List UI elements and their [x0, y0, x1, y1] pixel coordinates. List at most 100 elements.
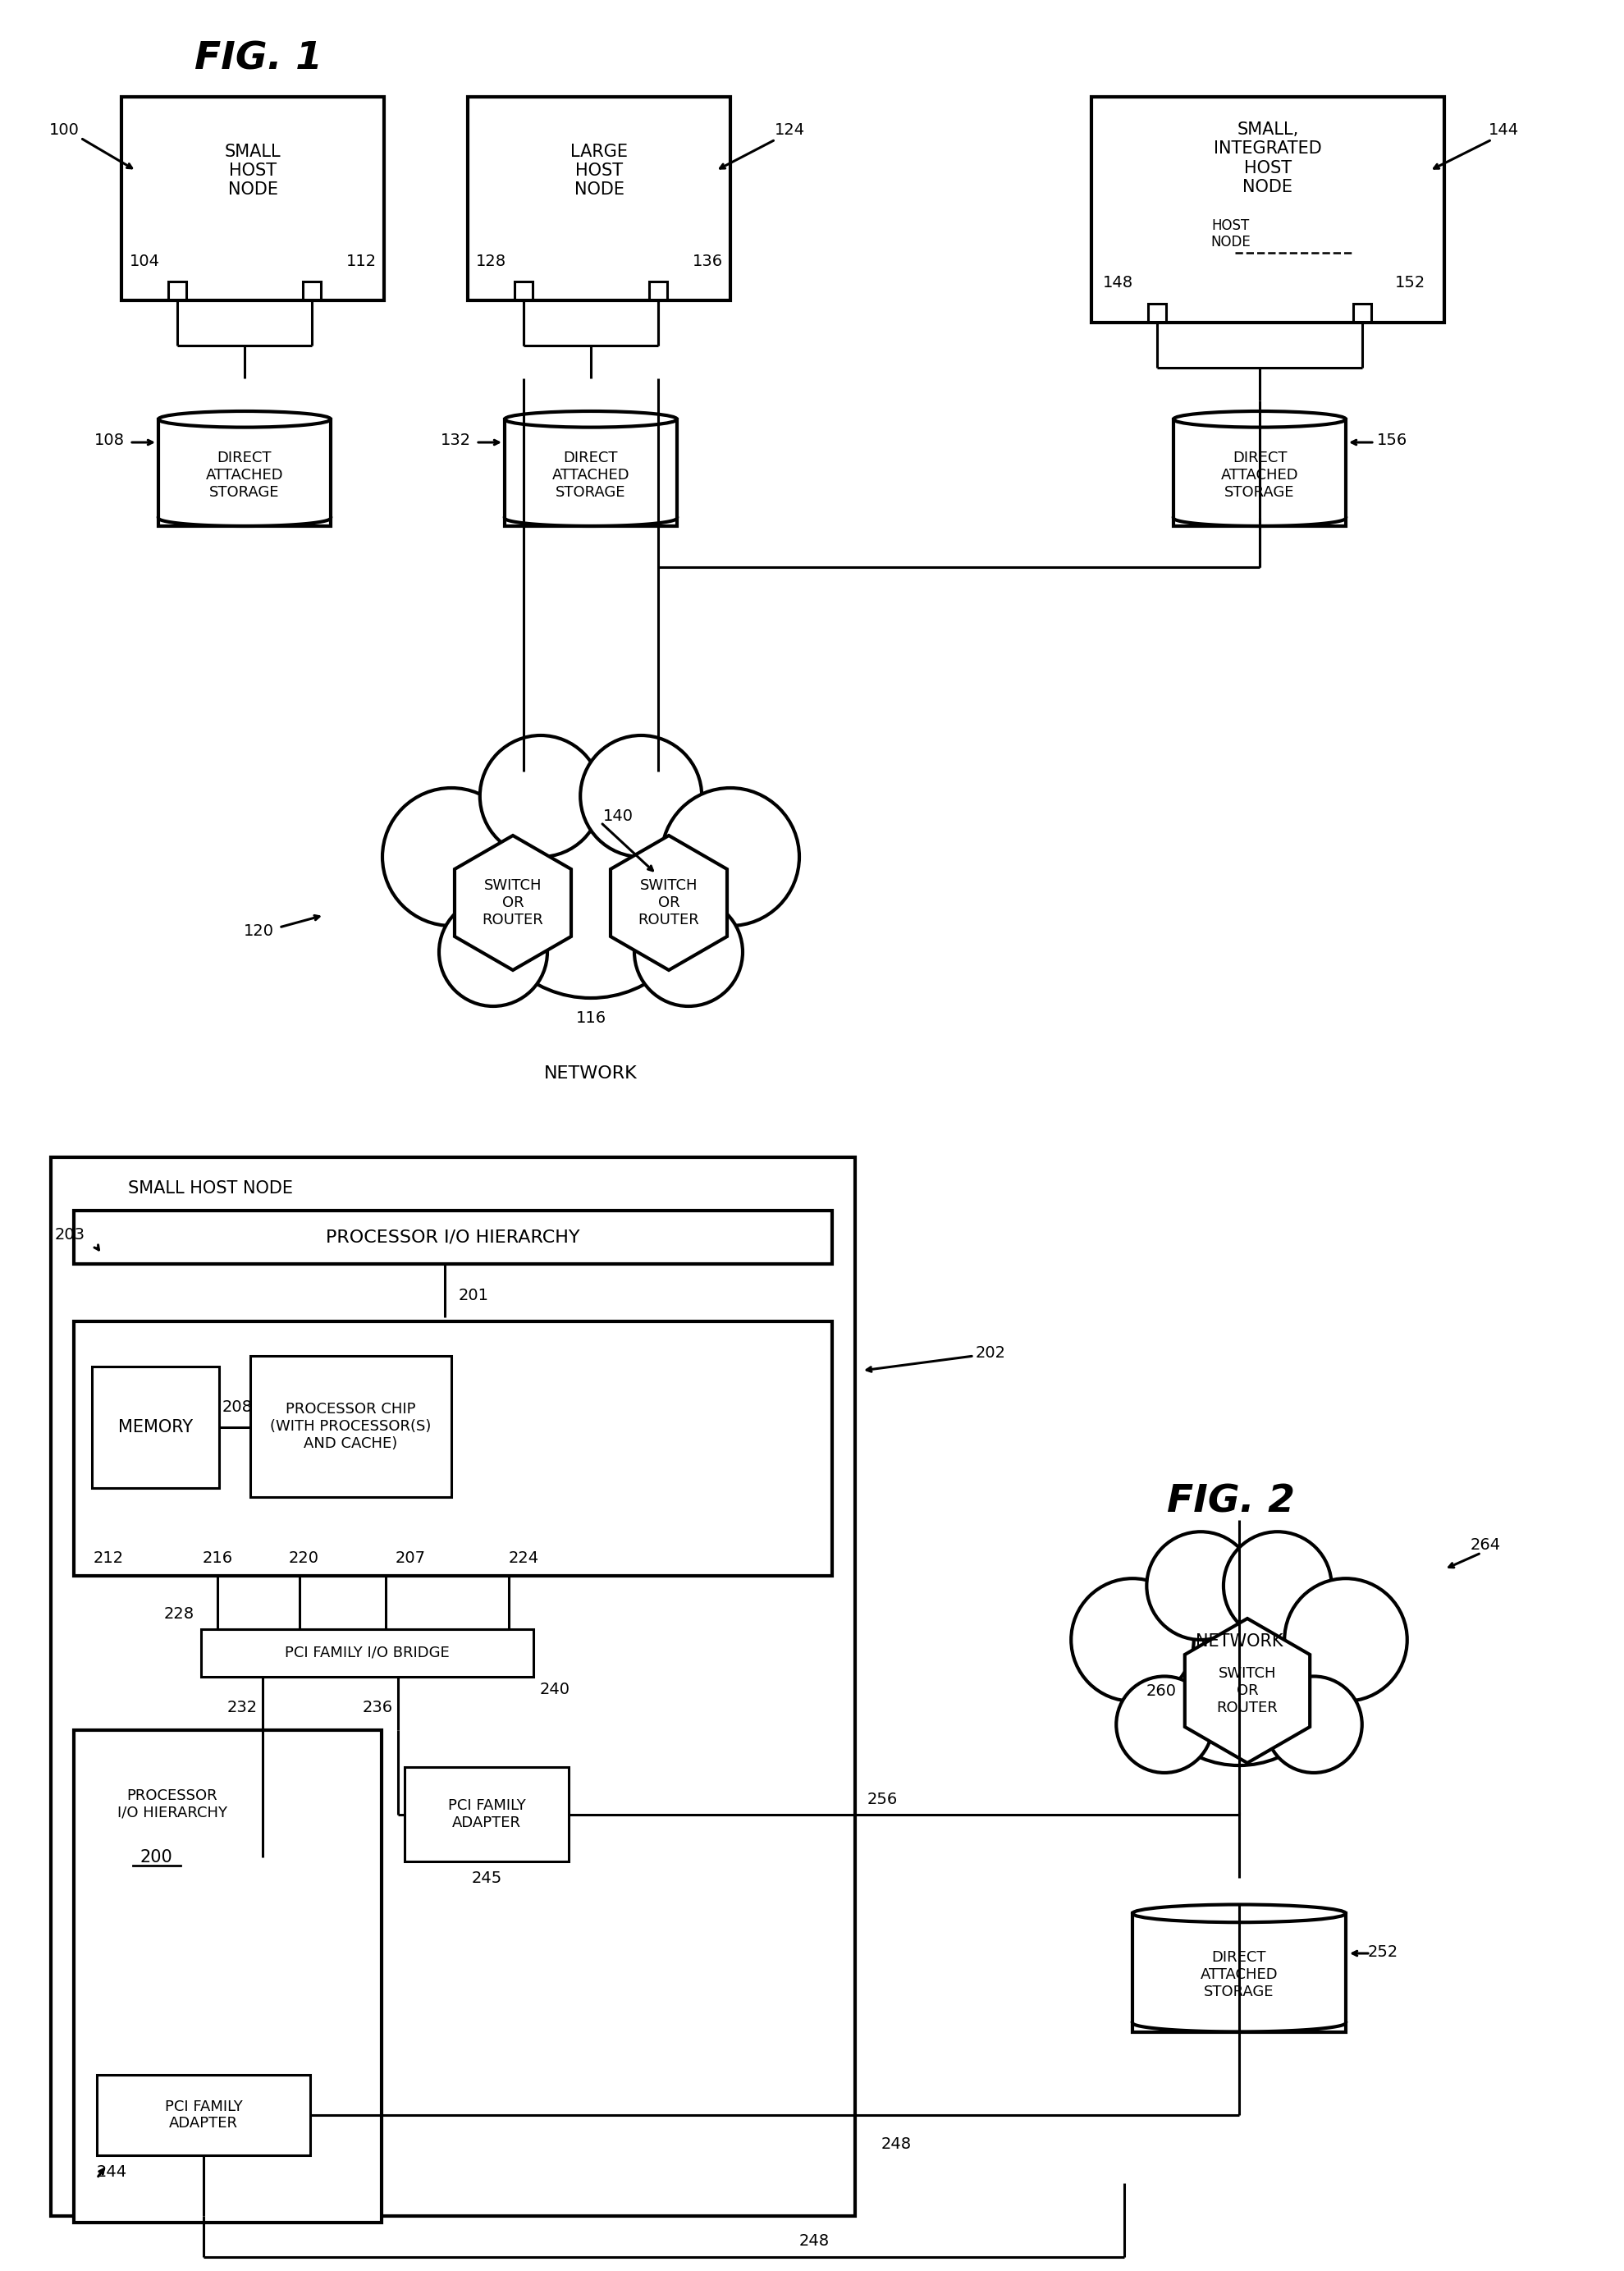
Circle shape [382, 788, 520, 927]
Text: 156: 156 [1377, 431, 1408, 447]
Text: 120: 120 [244, 924, 274, 940]
Circle shape [1223, 1531, 1332, 1640]
Text: 248: 248 [880, 2137, 911, 2151]
Text: 240: 240 [539, 1681, 570, 1696]
Text: SWITCH
OR
ROUTER: SWITCH OR ROUTER [638, 879, 700, 927]
Bar [515, 282, 533, 300]
Ellipse shape [1132, 1905, 1346, 1921]
Text: DIRECT
ATTACHED
STORAGE: DIRECT ATTACHED STORAGE [206, 450, 283, 500]
Circle shape [661, 788, 799, 927]
Ellipse shape [505, 411, 677, 427]
Text: HOST
NODE: HOST NODE [1212, 218, 1250, 250]
Polygon shape [611, 836, 728, 970]
Text: SMALL
HOST
NODE: SMALL HOST NODE [224, 143, 281, 198]
Polygon shape [1186, 1619, 1311, 1762]
Text: 112: 112 [346, 252, 377, 268]
Text: 224: 224 [508, 1551, 539, 1565]
Bar [73, 1731, 382, 2223]
Text: PCI FAMILY I/O BRIDGE: PCI FAMILY I/O BRIDGE [284, 1646, 450, 1660]
Text: 124: 124 [775, 123, 804, 139]
Text: 116: 116 [575, 1011, 606, 1026]
Bar [169, 282, 187, 300]
Bar [250, 1356, 451, 1497]
Text: PROCESSOR
I/O HIERARCHY: PROCESSOR I/O HIERARCHY [117, 1787, 227, 1819]
Text: DIRECT
ATTACHED
STORAGE: DIRECT ATTACHED STORAGE [1200, 1951, 1278, 1998]
Circle shape [479, 774, 703, 997]
Circle shape [1116, 1676, 1213, 1774]
Text: 208: 208 [222, 1399, 252, 1415]
Text: 100: 100 [49, 123, 80, 139]
Bar [650, 282, 667, 300]
Bar [1353, 304, 1371, 322]
Circle shape [1072, 1578, 1194, 1701]
Bar [122, 98, 383, 300]
Text: 108: 108 [94, 431, 125, 447]
Bar [50, 1158, 856, 2216]
Text: 236: 236 [362, 1701, 393, 1717]
Text: SMALL HOST NODE: SMALL HOST NODE [128, 1181, 294, 1197]
Circle shape [481, 736, 601, 856]
Text: DIRECT
ATTACHED
STORAGE: DIRECT ATTACHED STORAGE [1221, 450, 1299, 500]
Bar [404, 1767, 568, 1862]
Text: 248: 248 [799, 2232, 830, 2248]
Text: 144: 144 [1488, 123, 1518, 139]
Text: LARGE
HOST
NODE: LARGE HOST NODE [570, 143, 628, 198]
Text: 140: 140 [603, 808, 633, 824]
Bar [159, 420, 331, 527]
Text: 200: 200 [140, 1849, 172, 1864]
Circle shape [635, 897, 742, 1006]
Text: 220: 220 [289, 1551, 318, 1565]
Bar [302, 282, 322, 300]
Text: PROCESSOR I/O HIERARCHY: PROCESSOR I/O HIERARCHY [326, 1229, 580, 1245]
Circle shape [1285, 1578, 1406, 1701]
Text: 136: 136 [692, 252, 723, 268]
Text: 212: 212 [93, 1551, 123, 1565]
Bar [1174, 420, 1346, 527]
Text: 152: 152 [1395, 275, 1426, 291]
Bar [201, 1628, 533, 1676]
Text: 203: 203 [55, 1226, 86, 1242]
Ellipse shape [159, 411, 331, 427]
Text: 202: 202 [976, 1344, 1005, 1360]
Text: 201: 201 [458, 1288, 489, 1304]
Text: SWITCH
OR
ROUTER: SWITCH OR ROUTER [1216, 1667, 1278, 1715]
Text: 104: 104 [130, 252, 159, 268]
Circle shape [580, 736, 702, 856]
Text: 245: 245 [471, 1869, 502, 1885]
Bar [73, 1210, 831, 1265]
Text: 207: 207 [395, 1551, 425, 1565]
Text: SWITCH
OR
ROUTER: SWITCH OR ROUTER [482, 879, 544, 927]
Text: 260: 260 [1147, 1683, 1176, 1699]
Text: 256: 256 [867, 1792, 898, 1808]
Polygon shape [455, 836, 572, 970]
Text: 244: 244 [96, 2164, 127, 2180]
Text: FIG. 1: FIG. 1 [195, 41, 323, 77]
Text: 132: 132 [440, 431, 471, 447]
Text: SMALL,
INTEGRATED
HOST
NODE: SMALL, INTEGRATED HOST NODE [1213, 123, 1322, 195]
Bar [73, 1322, 831, 1576]
Circle shape [438, 897, 547, 1006]
Text: PCI FAMILY
ADAPTER: PCI FAMILY ADAPTER [164, 2098, 242, 2130]
Text: 228: 228 [164, 1606, 195, 1621]
Bar [93, 1367, 219, 1488]
Text: 232: 232 [227, 1701, 257, 1717]
Bar [468, 98, 731, 300]
Text: 148: 148 [1103, 275, 1134, 291]
Bar [1091, 98, 1444, 322]
Circle shape [1147, 1531, 1255, 1640]
Text: PROCESSOR CHIP
(WITH PROCESSOR(S)
AND CACHE): PROCESSOR CHIP (WITH PROCESSOR(S) AND CA… [270, 1401, 432, 1451]
Circle shape [1265, 1676, 1363, 1774]
Text: 252: 252 [1367, 1944, 1398, 1960]
Bar [97, 2076, 310, 2155]
Text: 264: 264 [1470, 1537, 1501, 1553]
Text: 216: 216 [203, 1551, 232, 1565]
Ellipse shape [1174, 411, 1346, 427]
Text: 128: 128 [476, 252, 507, 268]
Bar [1132, 1914, 1346, 2033]
Circle shape [1140, 1567, 1338, 1765]
Text: DIRECT
ATTACHED
STORAGE: DIRECT ATTACHED STORAGE [552, 450, 630, 500]
Text: MEMORY: MEMORY [119, 1419, 193, 1435]
Bar [1148, 304, 1166, 322]
Text: FIG. 2: FIG. 2 [1168, 1483, 1294, 1519]
Text: NETWORK: NETWORK [1195, 1633, 1283, 1649]
